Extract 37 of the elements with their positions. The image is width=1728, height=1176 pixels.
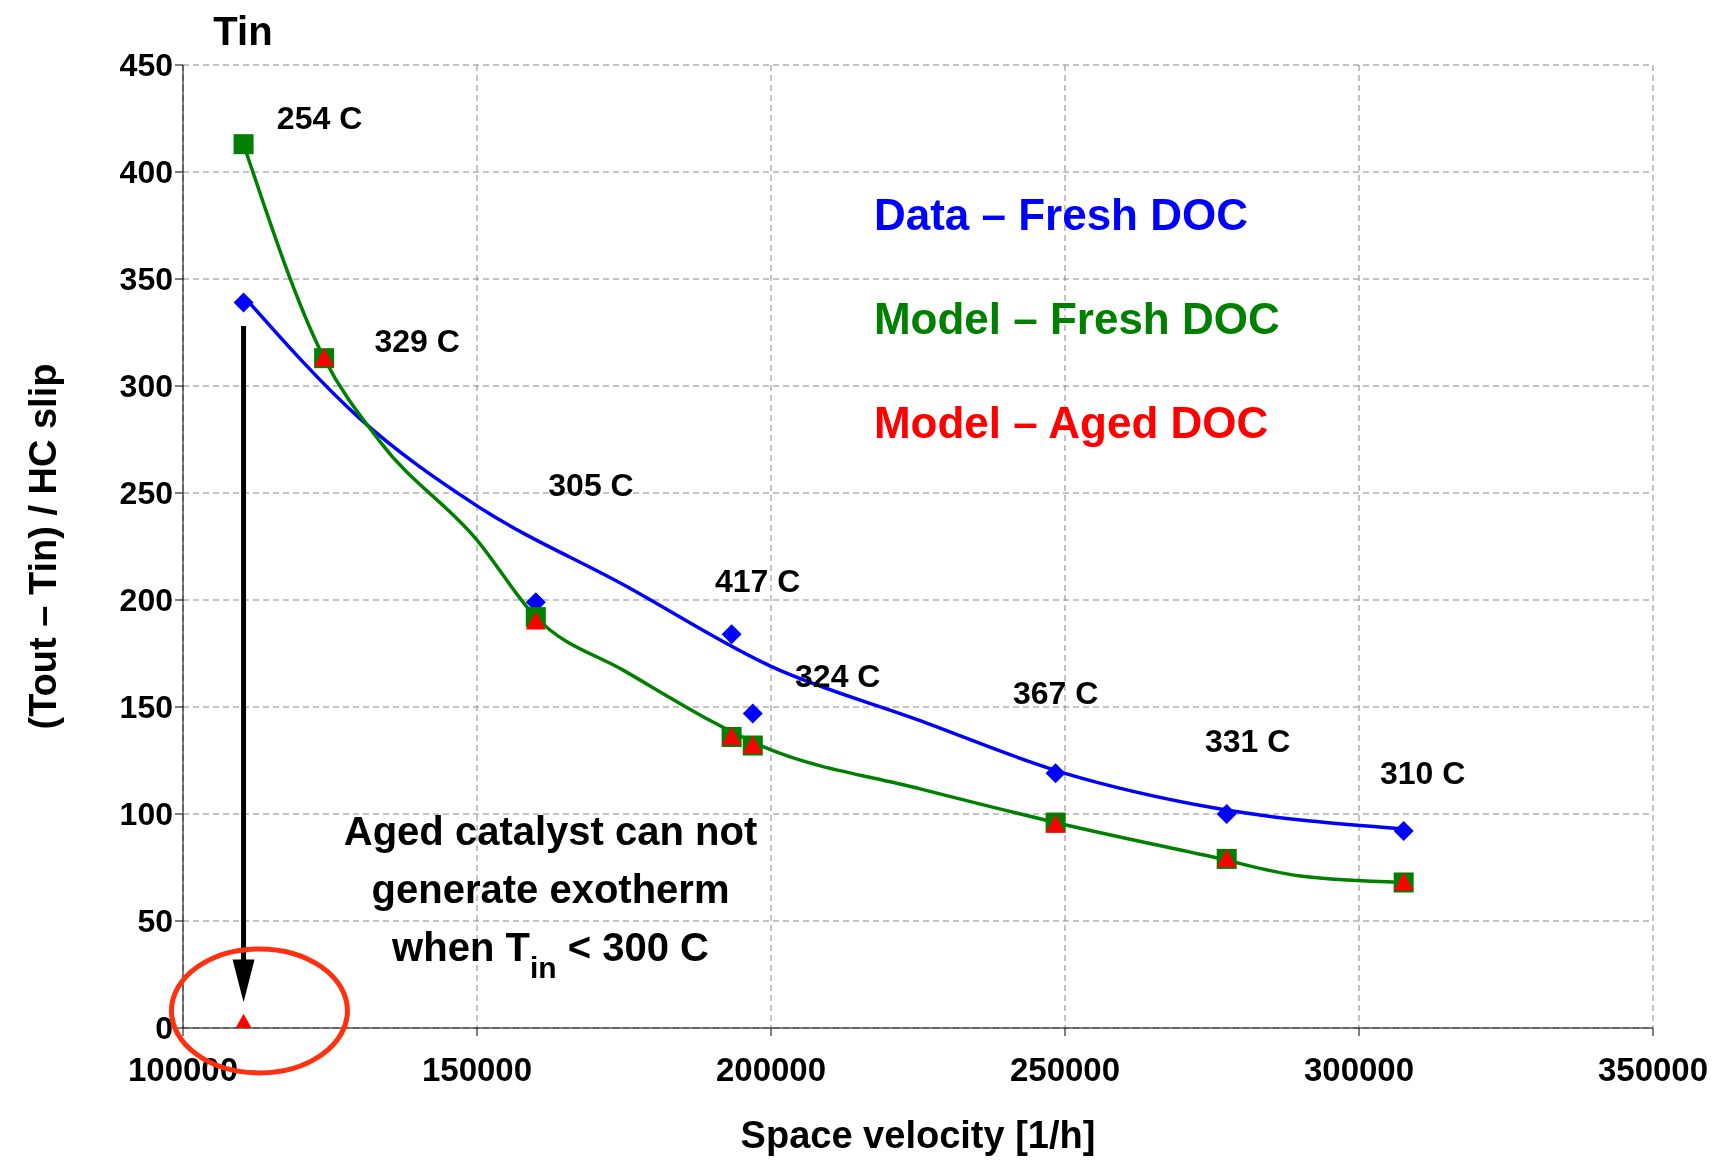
annotation: 331 C (1205, 723, 1291, 759)
y-axis-title: (Tout – Tin) / HC slip (22, 363, 65, 730)
annotation: 324 C (795, 658, 881, 695)
x-tick-label: 200000 (715, 1051, 827, 1089)
annotation: 254 C (276, 100, 363, 137)
text: Model – Fresh DOC (873, 294, 1280, 343)
y-tick-label: 0 (155, 1010, 173, 1047)
annotation: 417 C (714, 563, 801, 600)
text: Tin (213, 9, 273, 53)
annotation: 367 C (1012, 675, 1099, 712)
y-tick-label: 150 (119, 689, 173, 726)
y-tick-label: 100 (119, 796, 173, 833)
annotation: 329 C (374, 323, 460, 360)
x-tick-label: 350000 (1597, 1051, 1709, 1089)
y-tick-label: 250 (119, 475, 173, 512)
point (1216, 804, 1237, 824)
x-tick-label: 250000 (1009, 1051, 1121, 1089)
point (1045, 763, 1066, 784)
point (233, 292, 254, 313)
annotation: 310 C (1379, 755, 1466, 792)
point (742, 703, 763, 724)
annotation: Aged catalyst can not generate exotherm when T$_{in}$ < 300 C (343, 809, 758, 984)
x-tick-label: 150000 (421, 1051, 533, 1089)
y-tick-label: 400 (119, 154, 173, 191)
x-tick-label: 300000 (1303, 1051, 1415, 1089)
y-tick-label: 450 (119, 47, 173, 84)
y-tick-label: 200 (119, 582, 173, 619)
point (1393, 821, 1414, 842)
text: Data – Fresh DOC (873, 190, 1249, 239)
annotation: 305 C (548, 467, 634, 503)
x-axis-title: Space velocity [1/h] (740, 1114, 1096, 1156)
point (721, 624, 742, 645)
point (233, 134, 254, 155)
y-tick-label: 50 (137, 903, 173, 940)
y-tick-label: 350 (119, 261, 173, 298)
text: Model – Aged DOC (873, 398, 1269, 447)
y-tick-label: 300 (119, 368, 173, 405)
